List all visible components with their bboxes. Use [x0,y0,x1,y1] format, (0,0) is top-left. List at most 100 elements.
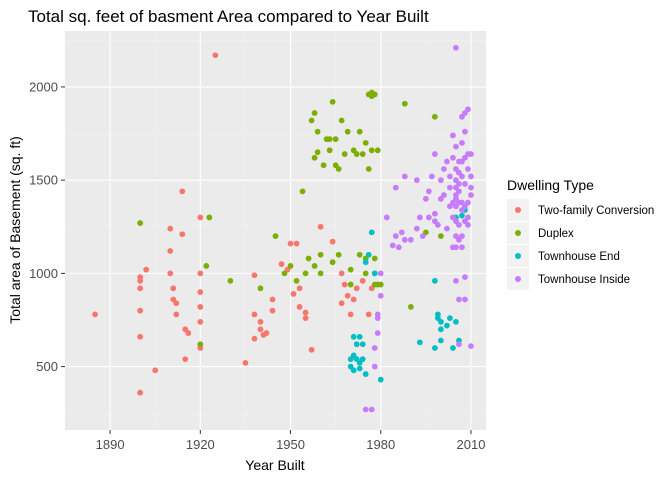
data-point [453,244,459,251]
data-point [447,315,453,322]
data-point [444,225,450,232]
data-point [453,44,459,51]
data-point [314,149,321,156]
data-point [447,173,453,180]
y-axis-ticks: 500 1000 1500 2000 [29,79,65,374]
data-point [302,315,309,322]
data-point [431,210,438,217]
data-point [341,281,348,288]
data-point [350,296,357,303]
data-point [456,222,462,228]
data-point [269,296,276,303]
legend-label: Townhouse End [538,251,620,263]
data-point [456,296,462,303]
data-point [197,289,204,295]
data-point [257,318,264,325]
data-point [137,285,144,292]
data-point [281,270,288,277]
y-tick-label: 1000 [29,266,58,281]
series-1 [137,89,444,348]
data-point [456,188,462,195]
y-axis-title: Total area of Basement (sq. ft) [7,136,23,324]
data-point [197,304,204,310]
data-point [377,281,384,288]
data-point [170,285,177,292]
data-point [317,251,324,258]
data-point [450,154,456,161]
data-point [468,343,474,349]
data-point [137,220,144,226]
data-point [167,225,174,232]
data-point [173,300,180,307]
data-point [335,166,342,172]
data-point [293,277,300,284]
data-point [368,406,375,413]
data-point [407,236,414,243]
data-point [419,233,426,239]
data-point [269,307,276,314]
data-point [197,341,204,348]
data-point [462,296,468,303]
data-point [462,128,468,135]
data-point [347,311,354,318]
data-point [465,214,471,221]
data-point [401,100,408,107]
data-point [459,212,465,219]
data-point [374,330,381,336]
data-point [462,180,468,187]
data-point [251,272,258,279]
data-point [344,292,351,299]
data-point [353,341,360,348]
data-point [456,341,462,348]
data-point [290,290,297,297]
legend-key-point [515,207,521,213]
data-point [167,270,174,277]
data-point [353,285,360,292]
data-point [362,406,369,413]
data-point [347,281,354,288]
data-point [152,367,159,374]
data-point [302,309,309,316]
data-point [453,277,459,284]
x-tick-label: 1920 [186,437,215,452]
data-point [341,151,348,157]
data-point [197,214,204,221]
data-point [359,341,366,348]
data-point [293,240,300,247]
x-axis-ticks: 1890 1920 1950 1980 2010 [96,430,485,452]
data-point [431,113,438,120]
data-point [392,233,399,239]
data-point [459,233,465,239]
x-axis-title: Year Built [245,457,305,473]
data-point [456,180,462,187]
data-point [182,356,189,363]
data-point [173,311,180,318]
data-point [329,259,336,266]
plot-panel [65,31,486,430]
data-point [356,365,363,372]
data-point [137,389,144,396]
data-point [197,270,204,277]
data-point [308,346,315,353]
data-point [371,363,378,370]
data-point [350,367,357,374]
data-point [314,128,321,135]
data-point [278,261,285,267]
data-point [444,158,450,165]
data-point [428,173,435,180]
data-point [362,371,369,377]
data-point [326,147,333,154]
data-point [371,345,378,351]
data-point [453,143,459,150]
data-point [441,166,447,172]
data-point [287,263,294,269]
data-point [450,345,456,351]
data-point [143,266,150,273]
legend-key-point [515,276,521,282]
data-point [444,322,450,329]
data-point [356,251,363,258]
data-points [92,44,474,413]
data-point [468,192,474,198]
data-point [422,195,429,202]
data-point [338,117,345,124]
